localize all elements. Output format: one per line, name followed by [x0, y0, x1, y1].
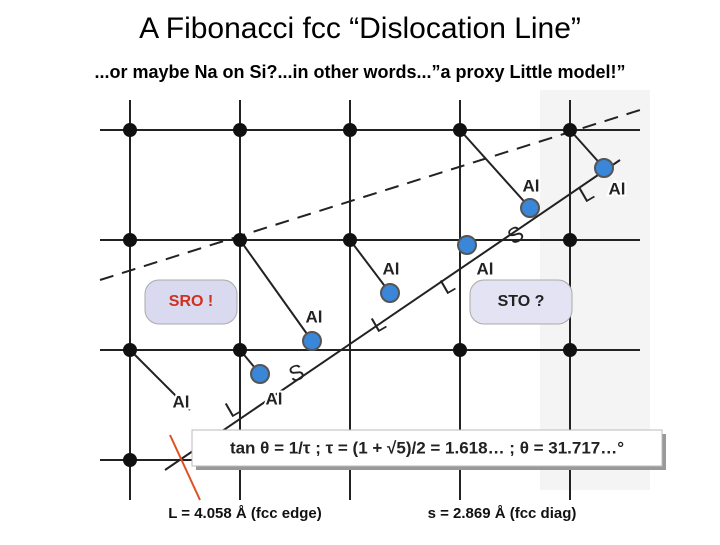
letter: L — [436, 272, 459, 300]
equation-box — [191, 429, 663, 467]
letter: S — [285, 359, 307, 388]
sro-text: SRO ! — [169, 293, 213, 310]
subtitle: ...or maybe Na on Si?...in other words..… — [94, 62, 625, 82]
bonds — [129, 129, 621, 471]
atom-label: Al — [173, 392, 190, 411]
sto-text: STO ? — [498, 293, 545, 310]
dashed-line — [99, 109, 641, 281]
s-label: s = 2.869 Å (fcc diag) — [428, 505, 577, 522]
blue-atoms — [250, 158, 614, 384]
atom-label: Al — [266, 389, 283, 408]
atom-label: Al — [477, 259, 494, 278]
atom-label: Al — [383, 259, 400, 278]
l-label: L = 4.058 Å (fcc edge) — [168, 505, 322, 522]
sro-box — [144, 279, 238, 325]
atom-label: Al — [609, 179, 626, 198]
l-marker — [169, 434, 201, 501]
atom-label: Al — [306, 307, 323, 326]
letter: L — [367, 310, 390, 338]
title: A Fibonacci fcc “Dislocation Line” — [139, 12, 581, 45]
atom-label: Al — [523, 176, 540, 195]
equation: tan θ = 1/τ ; τ = (1 + √5)/2 = 1.618… ; … — [230, 438, 624, 457]
sto-box — [469, 279, 573, 325]
